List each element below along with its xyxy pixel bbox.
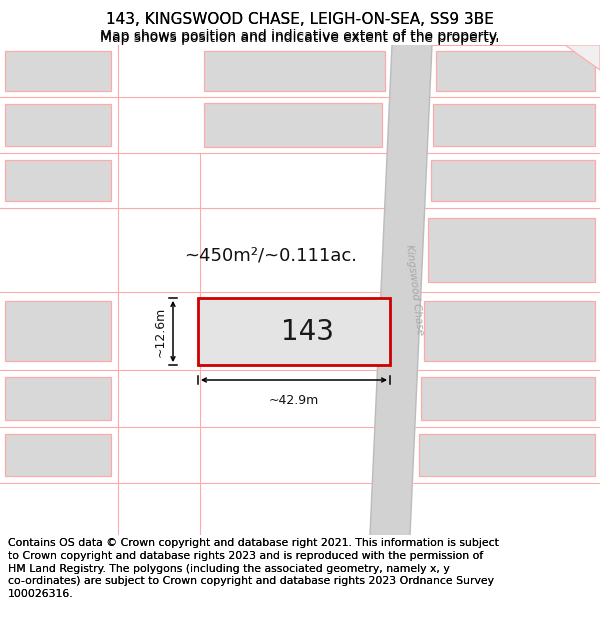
- Text: Map shows position and indicative extent of the property.: Map shows position and indicative extent…: [100, 29, 500, 43]
- Bar: [428, 218, 595, 282]
- Text: Kingswood Chase: Kingswood Chase: [404, 244, 425, 336]
- Bar: [436, 51, 595, 91]
- Bar: [5, 434, 111, 476]
- Bar: [431, 159, 595, 201]
- Bar: [204, 103, 382, 147]
- Bar: [424, 301, 595, 361]
- Bar: [5, 301, 111, 361]
- Polygon shape: [370, 45, 432, 535]
- Bar: [433, 104, 595, 146]
- Text: 143: 143: [281, 318, 334, 346]
- Text: ~42.9m: ~42.9m: [269, 394, 319, 407]
- Text: ~12.6m: ~12.6m: [154, 306, 167, 357]
- Text: 143, KINGSWOOD CHASE, LEIGH-ON-SEA, SS9 3BE: 143, KINGSWOOD CHASE, LEIGH-ON-SEA, SS9 …: [106, 12, 494, 27]
- Text: ~450m²/~0.111ac.: ~450m²/~0.111ac.: [184, 246, 358, 264]
- Bar: [5, 377, 111, 420]
- Bar: [204, 51, 385, 91]
- Bar: [5, 51, 111, 91]
- Text: Contains OS data © Crown copyright and database right 2021. This information is : Contains OS data © Crown copyright and d…: [8, 538, 499, 599]
- Text: Map shows position and indicative extent of the property.: Map shows position and indicative extent…: [100, 31, 500, 45]
- Polygon shape: [432, 45, 600, 70]
- Bar: [5, 159, 111, 201]
- Text: Contains OS data © Crown copyright and database right 2021. This information is : Contains OS data © Crown copyright and d…: [8, 538, 499, 599]
- Bar: [5, 104, 111, 146]
- Text: 143, KINGSWOOD CHASE, LEIGH-ON-SEA, SS9 3BE: 143, KINGSWOOD CHASE, LEIGH-ON-SEA, SS9 …: [106, 12, 494, 27]
- Bar: [198, 298, 390, 365]
- Bar: [421, 377, 595, 420]
- Bar: [419, 434, 595, 476]
